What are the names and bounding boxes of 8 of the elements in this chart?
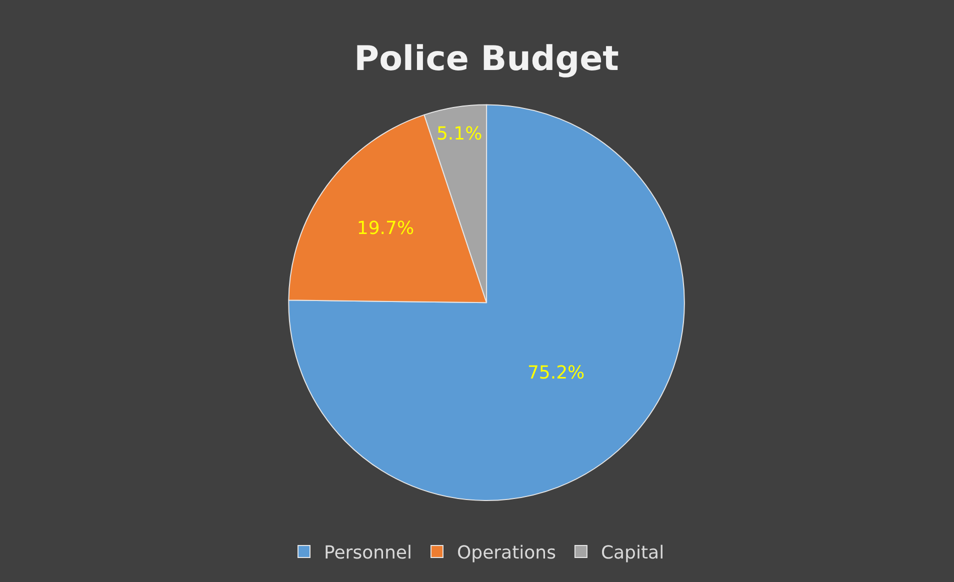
legend-label: Operations xyxy=(456,542,556,564)
legend-label: Personnel xyxy=(324,542,412,564)
chart-title: Police Budget xyxy=(354,39,619,80)
data-label: 5.1% xyxy=(436,124,482,145)
pie-slice xyxy=(288,104,685,501)
data-label: 75.2% xyxy=(527,362,585,384)
legend-label: Capital xyxy=(600,542,664,564)
data-label: 19.7% xyxy=(356,218,414,240)
